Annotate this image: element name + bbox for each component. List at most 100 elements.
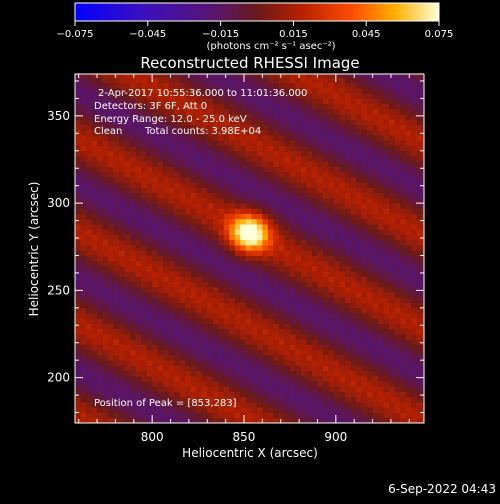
heatmap-cell xyxy=(179,108,186,115)
heatmap-cell xyxy=(157,318,164,324)
heatmap-cell xyxy=(102,297,109,303)
heatmap-cell xyxy=(91,417,98,423)
heatmap-cell xyxy=(201,229,208,235)
heatmap-cell xyxy=(75,171,81,178)
heatmap-cell xyxy=(278,255,285,262)
heatmap-cell xyxy=(251,328,258,335)
heatmap-cell xyxy=(350,255,357,262)
heatmap-cell xyxy=(278,114,285,120)
heatmap-cell xyxy=(383,260,390,267)
heatmap-cell xyxy=(218,260,225,267)
heatmap-cell xyxy=(356,354,362,361)
heatmap-cell xyxy=(80,161,87,167)
heatmap-cell xyxy=(141,402,148,408)
heatmap-cell xyxy=(229,156,236,162)
heatmap-cell xyxy=(317,213,324,220)
heatmap-cell xyxy=(102,360,109,366)
heatmap-cell xyxy=(75,156,81,162)
heatmap-cell xyxy=(378,375,384,382)
heatmap-cell xyxy=(245,82,252,89)
heatmap-cell xyxy=(416,108,423,115)
heatmap-cell xyxy=(317,297,324,303)
heatmap-cell xyxy=(378,297,384,303)
heatmap-cell xyxy=(245,93,252,99)
heatmap-cell xyxy=(86,145,92,152)
heatmap-cell xyxy=(229,328,236,335)
heatmap-cell xyxy=(295,318,302,324)
heatmap-cell xyxy=(130,145,137,152)
heatmap-cell xyxy=(152,365,159,372)
heatmap-cell xyxy=(185,328,192,335)
heatmap-cell xyxy=(80,192,87,199)
heatmap-cell xyxy=(256,386,263,392)
heatmap-cell xyxy=(394,208,401,214)
heatmap-cell xyxy=(350,108,357,115)
heatmap-cell xyxy=(119,370,125,377)
heatmap-cell xyxy=(328,187,335,194)
heatmap-cell xyxy=(130,297,137,303)
heatmap-cell xyxy=(207,328,214,335)
heatmap-cell xyxy=(179,271,186,277)
heatmap-cell xyxy=(289,218,296,225)
heatmap-cell xyxy=(124,396,131,403)
heatmap-cell xyxy=(163,412,170,419)
heatmap-cell xyxy=(240,82,247,89)
heatmap-cell xyxy=(80,145,87,152)
heatmap-cell xyxy=(361,239,368,246)
heatmap-cell xyxy=(389,276,396,283)
heatmap-cell xyxy=(157,234,164,241)
heatmap-cell xyxy=(394,302,401,309)
heatmap-cell xyxy=(372,176,379,183)
heatmap-cell xyxy=(229,87,236,94)
heatmap-cell xyxy=(234,239,241,246)
heatmap-cell xyxy=(223,93,230,99)
heatmap-cell xyxy=(124,297,131,303)
heatmap-cell xyxy=(394,318,401,324)
heatmap-cell xyxy=(168,313,175,319)
heatmap-cell xyxy=(422,281,424,288)
heatmap-cell xyxy=(267,412,274,419)
heatmap-cell xyxy=(163,161,170,167)
heatmap-cell xyxy=(86,339,92,345)
heatmap-cell xyxy=(80,360,87,366)
heatmap-cell xyxy=(201,77,208,84)
heatmap-cell xyxy=(422,119,424,126)
heatmap-cell xyxy=(306,292,313,298)
heatmap-cell xyxy=(350,396,357,403)
heatmap-cell xyxy=(97,213,103,220)
heatmap-cell xyxy=(223,124,230,131)
heatmap-cell xyxy=(378,328,384,335)
heatmap-cell xyxy=(333,328,340,335)
heatmap-cell xyxy=(146,124,153,131)
heatmap-cell xyxy=(168,375,175,382)
heatmap-cell xyxy=(113,323,120,330)
heatmap-cell xyxy=(322,349,329,356)
heatmap-cell xyxy=(146,381,153,387)
heatmap-cell xyxy=(422,224,424,230)
heatmap-cell xyxy=(75,145,81,152)
heatmap-cell xyxy=(289,307,296,314)
heatmap-cell xyxy=(339,74,346,78)
heatmap-cell xyxy=(405,98,412,105)
heatmap-cell xyxy=(179,98,186,105)
heatmap-cell xyxy=(422,391,424,398)
heatmap-cell xyxy=(124,224,131,230)
heatmap-cell xyxy=(278,124,285,131)
heatmap-cell xyxy=(405,176,412,183)
heatmap-cell xyxy=(372,77,379,84)
heatmap-cell xyxy=(251,370,258,377)
heatmap-cell xyxy=(306,354,313,361)
heatmap-cell xyxy=(157,82,164,89)
heatmap-cell xyxy=(102,412,109,419)
heatmap-cell xyxy=(378,360,384,366)
heatmap-cell xyxy=(113,234,120,241)
heatmap-cell xyxy=(278,313,285,319)
heatmap-cell xyxy=(201,281,208,288)
heatmap-cell xyxy=(345,360,351,366)
heatmap-cell xyxy=(383,381,390,387)
heatmap-cell xyxy=(168,192,175,199)
heatmap-cell xyxy=(300,103,307,110)
heatmap-cell xyxy=(416,213,423,220)
heatmap-cell xyxy=(356,98,362,105)
heatmap-cell xyxy=(141,150,148,157)
